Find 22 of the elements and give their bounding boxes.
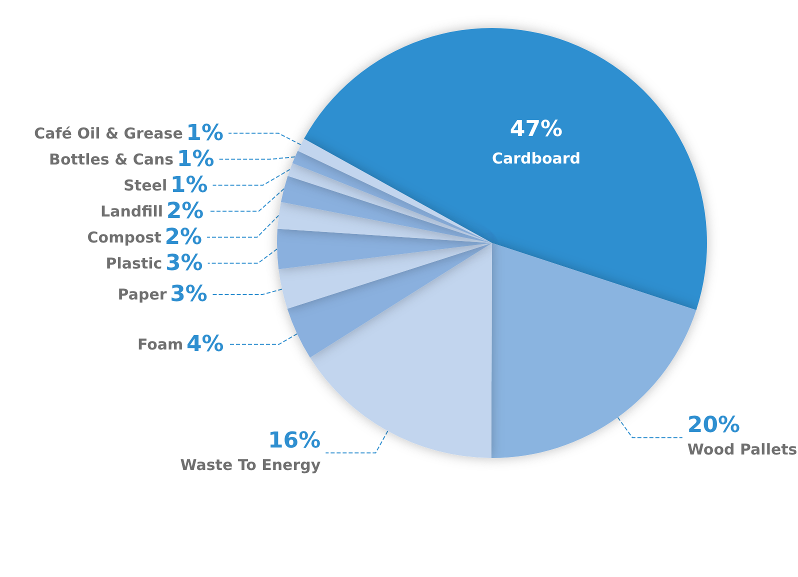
slice-label: Café Oil & Grease [34,124,183,142]
data-label: 1% [170,172,208,198]
slice-label: Paper [118,286,168,304]
data-label: 47% [510,117,563,142]
slice-label: Plastic [106,254,162,272]
slice-label: Landfill [100,202,164,220]
data-label: 2% [164,224,202,250]
slice-label: Steel [124,176,168,194]
data-label: 4% [186,332,224,357]
data-label: 2% [166,198,204,224]
slice-label: Wood Pallets [687,440,798,459]
data-label: 16% [268,428,321,454]
slice-label: Compost [87,228,162,246]
data-label: 1% [186,120,224,146]
data-label: 1% [176,146,214,172]
data-label: 3% [170,282,208,308]
slice-label: Bottles & Cans [49,150,174,168]
slice-label: Foam [137,335,184,354]
data-label: 3% [165,250,203,276]
slice-label: Cardboard [492,150,581,168]
slice-label: Waste To Energy [180,456,321,474]
data-label: 20% [687,413,740,438]
